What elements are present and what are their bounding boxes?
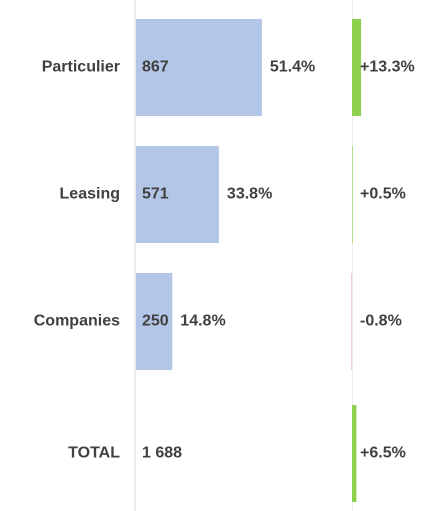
- category-label: Companies: [34, 313, 120, 330]
- share-label: 14.8%: [180, 313, 225, 330]
- change-bar: [352, 146, 353, 243]
- value-label: 250: [142, 313, 169, 330]
- bar: [136, 273, 173, 370]
- category-label: Leasing: [60, 186, 120, 203]
- change-label: +13.3%: [360, 59, 415, 76]
- total-label: TOTAL: [68, 445, 120, 462]
- change-bar: [352, 405, 357, 502]
- change-bar: [352, 19, 362, 116]
- total-change-label: +6.5%: [360, 445, 406, 462]
- value-label: 867: [142, 59, 169, 76]
- change-bar: [351, 273, 353, 370]
- category-label: Particulier: [42, 59, 120, 76]
- change-label: +0.5%: [360, 186, 406, 203]
- value-label: 571: [142, 186, 169, 203]
- share-label: 33.8%: [227, 186, 272, 203]
- bar: [136, 19, 262, 116]
- total-value: 1 688: [142, 445, 182, 462]
- bar: [136, 146, 219, 243]
- change-label: -0.8%: [360, 313, 402, 330]
- share-label: 51.4%: [270, 59, 315, 76]
